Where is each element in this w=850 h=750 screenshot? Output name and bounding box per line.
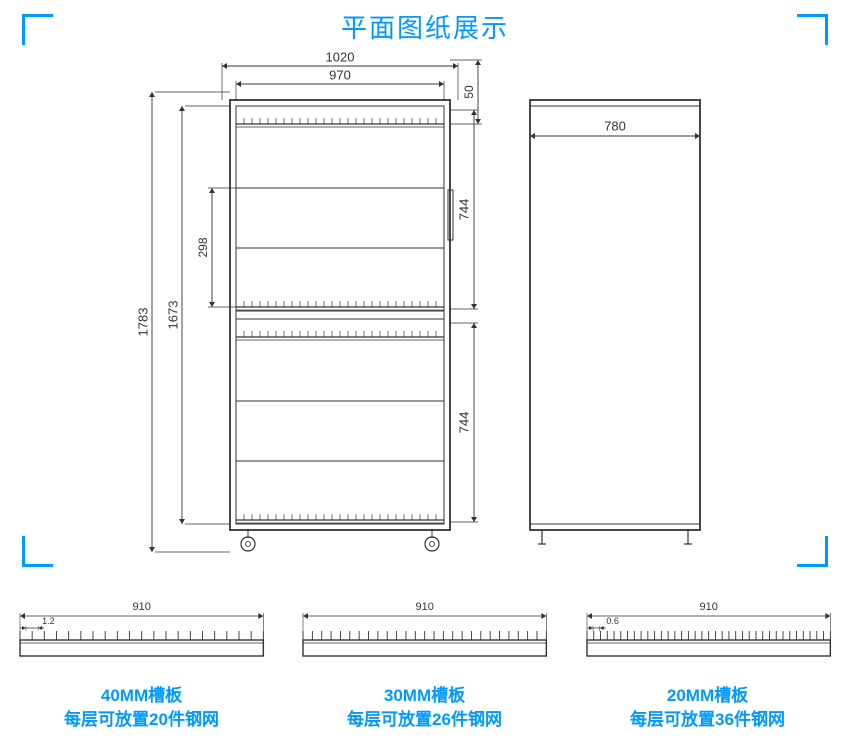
slot-subtitle-0: 每层可放置20件钢网 xyxy=(0,708,283,732)
svg-text:970: 970 xyxy=(329,67,351,82)
svg-text:1673: 1673 xyxy=(165,301,180,330)
slot-subtitle-1: 每层可放置26件钢网 xyxy=(283,708,566,732)
slot-subtitle-2: 每层可放置36件钢网 xyxy=(566,708,849,732)
svg-text:50: 50 xyxy=(462,85,476,99)
slot-board-0: 910 1.2 xyxy=(0,594,283,664)
slot-title-2: 20MM槽板 xyxy=(566,684,849,708)
slot-label-1: 30MM槽板 每层可放置26件钢网 xyxy=(283,684,566,732)
svg-text:744: 744 xyxy=(456,199,471,221)
technical-drawing: 1020 970 50 744 744 298 1673 1783 780 xyxy=(0,40,850,580)
slot-boards-row: 910 1.2 910 910 0.6 xyxy=(0,594,850,664)
svg-text:910: 910 xyxy=(416,601,434,613)
slot-board-2: 910 0.6 xyxy=(567,594,850,664)
svg-text:910: 910 xyxy=(132,601,150,613)
slot-board-1: 910 xyxy=(283,594,566,664)
svg-text:780: 780 xyxy=(604,118,626,133)
svg-text:910: 910 xyxy=(699,601,717,613)
slot-title-1: 30MM槽板 xyxy=(283,684,566,708)
slot-label-0: 40MM槽板 每层可放置20件钢网 xyxy=(0,684,283,732)
svg-text:298: 298 xyxy=(196,237,210,257)
slot-label-2: 20MM槽板 每层可放置36件钢网 xyxy=(566,684,849,732)
svg-text:744: 744 xyxy=(456,412,471,434)
svg-text:1.2: 1.2 xyxy=(42,616,55,626)
slot-title-0: 40MM槽板 xyxy=(0,684,283,708)
svg-text:1783: 1783 xyxy=(135,308,150,337)
svg-text:1020: 1020 xyxy=(326,49,355,64)
svg-text:0.6: 0.6 xyxy=(606,616,619,626)
labels-row: 40MM槽板 每层可放置20件钢网 30MM槽板 每层可放置26件钢网 20MM… xyxy=(0,684,850,732)
